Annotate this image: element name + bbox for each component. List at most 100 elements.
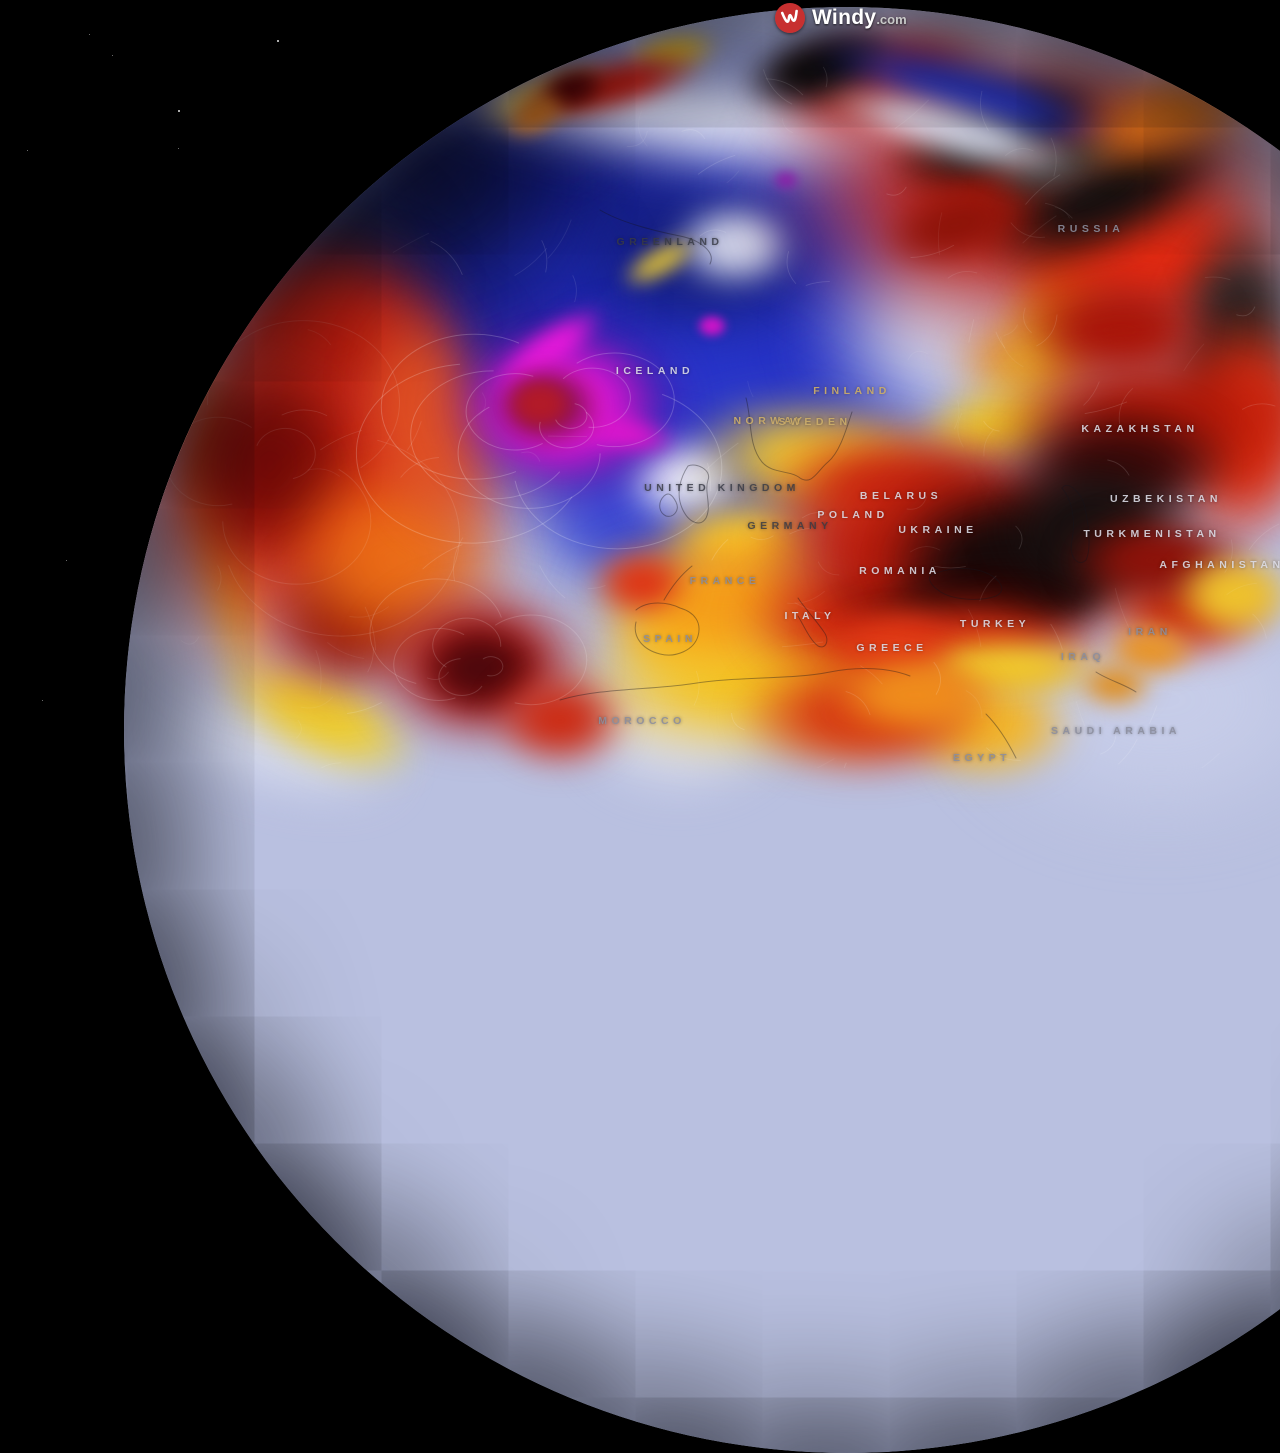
flow-line [958, 414, 963, 448]
flow-line [1076, 702, 1084, 726]
star [89, 34, 90, 35]
flow-line [560, 669, 910, 700]
flow-line [948, 271, 977, 278]
flow-line [1011, 223, 1045, 237]
flow-line [1051, 624, 1063, 649]
flow-line [556, 404, 587, 429]
flow-line [751, 536, 773, 540]
flow-line [368, 648, 374, 672]
flow-line [980, 91, 988, 130]
flow-line [748, 381, 753, 396]
flow-line [577, 353, 674, 447]
flow-line [1237, 307, 1255, 316]
flow-line [806, 282, 829, 286]
flow-line [166, 417, 251, 505]
flow-line [935, 566, 966, 568]
flow-line [911, 245, 954, 257]
star [27, 150, 28, 151]
flow-line [515, 395, 722, 549]
flow-line [1056, 208, 1070, 218]
flow-line [627, 132, 647, 147]
flow-line [1205, 277, 1230, 280]
flow-line [431, 241, 462, 274]
flow-line [423, 545, 462, 569]
flow-line [1016, 526, 1022, 549]
flow-line [347, 703, 381, 714]
flow-line [1084, 382, 1100, 405]
flow-line [938, 213, 941, 255]
flow-line [308, 330, 331, 345]
flow-line [1062, 485, 1089, 562]
flow-line [996, 332, 1005, 348]
flow-line [823, 67, 827, 87]
globe-map[interactable] [124, 7, 1280, 1453]
flow-line [1024, 308, 1032, 332]
windy-logo[interactable]: Windy.com [775, 2, 907, 34]
logo-name: Windy [812, 6, 876, 30]
flow-line [1023, 216, 1056, 243]
flow-line [638, 112, 647, 147]
flow-line [764, 70, 792, 104]
flow-line [1006, 149, 1034, 156]
flow-line [542, 241, 547, 272]
flow-line [1188, 753, 1220, 768]
wind-streamlines [124, 7, 1280, 768]
flow-line [635, 603, 699, 655]
flow-line [800, 759, 834, 768]
windy-globe-screenshot: { "branding": { "name": "Windy", "suffix… [0, 0, 1280, 768]
flow-line [428, 672, 449, 679]
flow-line [679, 465, 709, 523]
flow-line [1026, 175, 1060, 205]
flow-line [381, 334, 518, 479]
flow-line [1227, 583, 1256, 594]
flow-line [1051, 138, 1056, 176]
flow-line [522, 452, 540, 461]
flow-line [700, 230, 726, 236]
flow-line [795, 603, 825, 614]
flow-line [984, 430, 993, 456]
flow-line [297, 720, 302, 738]
flow-line [496, 615, 587, 705]
flow-line [660, 494, 678, 516]
flow-line [818, 562, 839, 575]
flow-line [573, 276, 577, 302]
flow-line [969, 319, 974, 342]
flow-line [966, 691, 982, 718]
flow-line [316, 650, 321, 693]
flow-line [588, 586, 605, 589]
flow-line [1096, 672, 1136, 692]
windy-wing-icon [775, 3, 805, 33]
flow-line [1115, 589, 1128, 628]
flow-line [788, 591, 825, 603]
flow-line [732, 713, 745, 729]
flow-line [548, 220, 571, 258]
flow-line [746, 398, 852, 480]
flow-line [803, 512, 826, 517]
flow-line [282, 410, 327, 416]
flow-line [1243, 404, 1276, 410]
flow-line [727, 171, 739, 183]
flow-line [411, 371, 560, 499]
flow-line [328, 643, 364, 659]
flow-line [453, 538, 462, 581]
flow-line [934, 662, 941, 694]
flow-line [907, 497, 927, 510]
windy-wordmark: Windy.com [812, 6, 907, 30]
flow-line [466, 374, 542, 450]
flow-line [911, 547, 941, 552]
flow-line [1184, 344, 1204, 371]
flow-line [181, 637, 199, 644]
flow-line [969, 610, 981, 647]
star [42, 700, 43, 701]
star [112, 55, 113, 56]
flow-line [1253, 614, 1267, 638]
flow-line [458, 407, 600, 508]
flow-line [895, 100, 928, 128]
flow-line [1225, 540, 1233, 573]
flow-line [483, 657, 503, 676]
flow-line [356, 364, 571, 543]
flow-line [787, 252, 796, 284]
flow-line [307, 763, 341, 768]
flow-line [229, 440, 460, 636]
flow-line [790, 528, 811, 534]
